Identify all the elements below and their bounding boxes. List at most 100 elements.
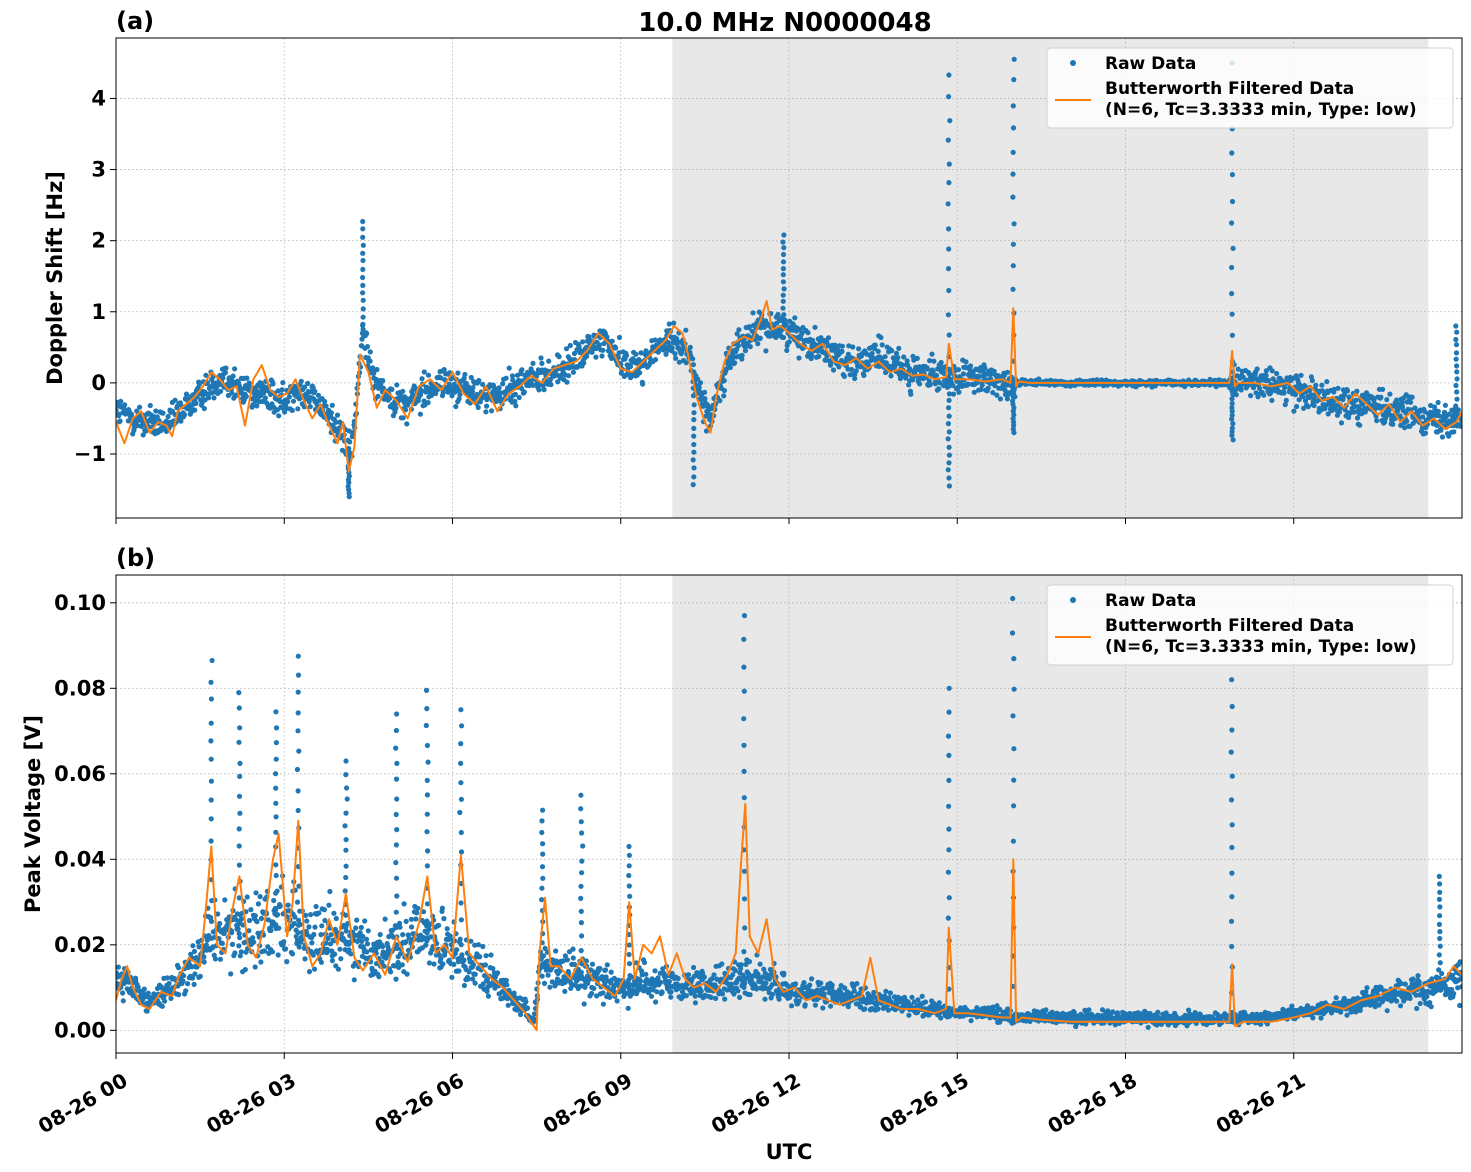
raw-data-point — [1291, 408, 1297, 414]
raw-data-point — [404, 971, 410, 977]
raw-data-point — [380, 943, 386, 950]
raw-data-point — [839, 348, 845, 354]
raw-data-point — [367, 349, 373, 355]
y-tick-label: 0 — [91, 371, 106, 395]
raw-data-point — [408, 916, 414, 922]
raw-spike-point — [946, 391, 953, 397]
raw-data-point — [246, 928, 252, 934]
raw-data-point — [144, 1008, 150, 1014]
raw-data-point — [229, 930, 235, 936]
raw-data-point — [895, 355, 901, 361]
raw-data-point — [893, 350, 900, 356]
raw-data-point — [454, 947, 460, 953]
raw-data-point — [250, 935, 256, 941]
raw-data-point — [642, 983, 648, 989]
raw-spike-point — [1229, 291, 1235, 297]
raw-spike-point — [1229, 150, 1235, 156]
raw-data-point — [417, 411, 423, 417]
raw-data-point — [887, 990, 894, 996]
raw-data-point — [1296, 397, 1302, 403]
raw-data-point — [554, 976, 561, 982]
raw-data-point — [323, 403, 329, 409]
raw-data-point — [409, 924, 415, 930]
raw-data-point — [285, 398, 291, 405]
raw-data-point — [243, 393, 249, 400]
raw-data-point — [721, 378, 727, 384]
raw-data-point — [640, 381, 646, 387]
raw-spike-point — [1230, 392, 1236, 398]
filtered-data-line — [116, 300, 1462, 473]
raw-data-point — [309, 940, 315, 946]
raw-spike-point — [946, 94, 952, 100]
raw-data-point — [1257, 385, 1263, 391]
raw-data-point — [660, 966, 666, 972]
raw-data-point — [722, 996, 728, 1002]
raw-data-point — [292, 914, 298, 920]
raw-data-point — [331, 910, 337, 916]
raw-data-point — [633, 351, 639, 357]
raw-data-point — [927, 382, 933, 388]
raw-spike-point — [1010, 263, 1016, 269]
raw-data-point — [713, 995, 719, 1002]
raw-data-point — [286, 394, 292, 400]
raw-data-point — [374, 366, 380, 373]
raw-spike-point — [780, 279, 787, 285]
raw-data-point — [888, 373, 894, 379]
raw-spike-point — [1454, 396, 1460, 402]
raw-data-point — [1435, 408, 1441, 414]
raw-data-point — [615, 977, 622, 983]
raw-data-point — [141, 986, 147, 992]
raw-data-point — [734, 331, 740, 337]
raw-spike-point — [1011, 56, 1017, 62]
raw-data-point — [303, 912, 309, 919]
raw-data-point — [871, 989, 877, 996]
raw-data-point — [470, 385, 476, 391]
raw-data-point — [955, 367, 962, 373]
raw-data-point — [439, 905, 445, 911]
raw-data-point — [1387, 412, 1393, 418]
raw-data-point — [616, 350, 622, 356]
raw-data-point — [1393, 397, 1400, 403]
raw-data-point — [483, 953, 489, 959]
raw-data-point — [346, 428, 352, 434]
raw-data-point — [327, 941, 334, 947]
raw-data-point — [1265, 377, 1271, 383]
raw-data-point — [431, 961, 437, 967]
raw-data-point — [137, 404, 143, 410]
raw-data-point — [496, 385, 502, 391]
raw-data-point — [365, 928, 371, 934]
raw-data-point — [246, 380, 252, 386]
raw-data-point — [1386, 407, 1392, 413]
raw-data-point — [160, 410, 166, 416]
raw-data-point — [147, 402, 153, 409]
raw-data-point — [861, 372, 867, 378]
raw-data-point — [325, 935, 331, 942]
raw-spike-point — [1011, 77, 1017, 83]
raw-data-point — [373, 376, 379, 383]
raw-data-point — [783, 322, 789, 328]
raw-data-point — [766, 976, 773, 982]
raw-data-point — [238, 949, 244, 955]
raw-spike-point — [1229, 400, 1235, 407]
raw-data-point — [232, 366, 238, 372]
raw-data-point — [665, 347, 671, 353]
raw-data-point — [436, 922, 442, 928]
raw-data-point — [181, 412, 188, 418]
raw-data-point — [1004, 369, 1011, 375]
raw-data-point — [604, 962, 610, 968]
raw-data-point — [545, 972, 551, 978]
raw-data-point — [512, 398, 518, 404]
raw-data-point — [456, 396, 462, 402]
raw-data-point — [1399, 399, 1405, 405]
raw-data-point — [403, 939, 409, 945]
raw-data-point — [652, 337, 658, 343]
raw-spike-point — [781, 232, 787, 238]
raw-data-point — [856, 346, 862, 352]
raw-data-point — [135, 984, 141, 990]
raw-data-point — [296, 944, 302, 950]
raw-data-point — [1404, 418, 1410, 424]
raw-data-point — [329, 402, 335, 408]
